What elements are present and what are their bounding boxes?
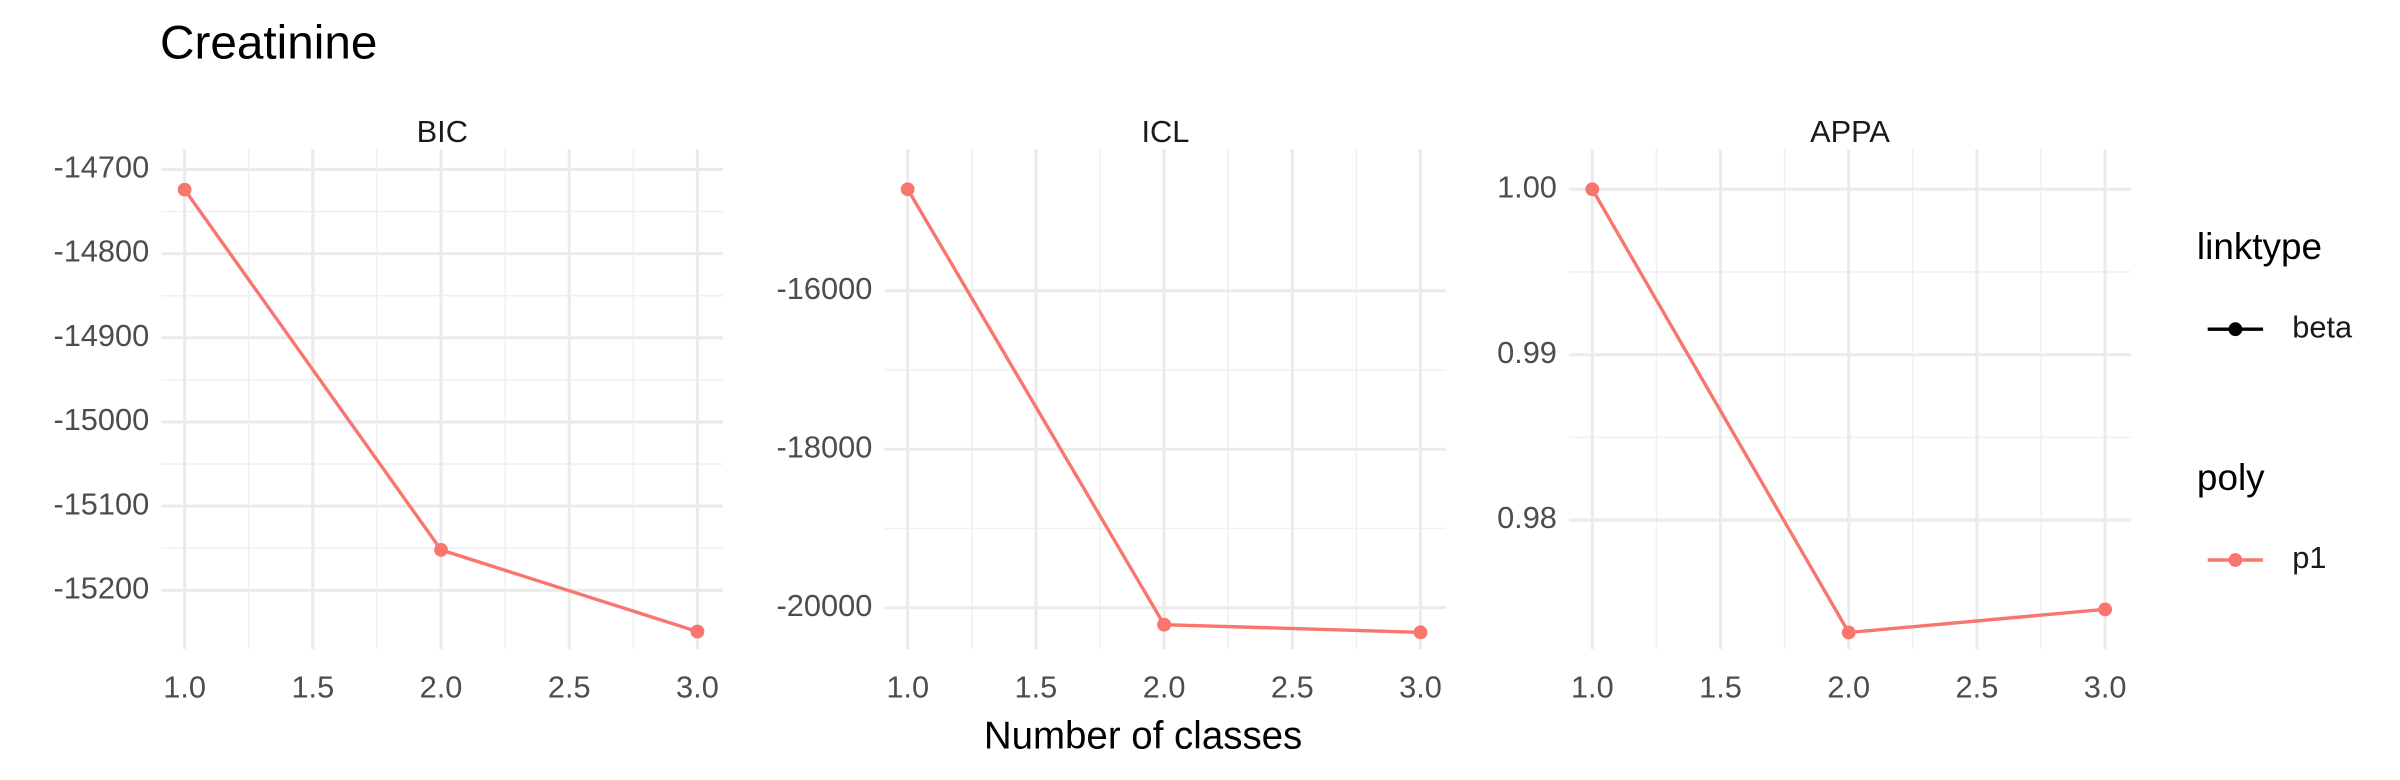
y-tick-label: -14900 [53,318,149,353]
legend-label: beta [2292,309,2353,344]
x-tick-label: 1.5 [1015,669,1058,704]
x-tick-label: 1.0 [1571,669,1614,704]
data-point [690,624,705,639]
legend-title: poly [2197,457,2265,498]
x-tick-label: 1.5 [291,669,334,704]
y-tick-label: -14700 [53,150,149,185]
legend-key-point [2228,322,2243,337]
facet-title: APPA [1810,114,1890,149]
y-tick-label: -16000 [777,271,873,306]
y-tick-label: -15000 [53,402,149,437]
x-tick-label: 1.0 [163,669,206,704]
x-tick-label: 3.0 [676,669,719,704]
x-tick-label: 3.0 [2084,669,2127,704]
y-tick-label: -18000 [777,429,873,464]
x-tick-label: 2.5 [1271,669,1314,704]
facet-title: ICL [1141,114,1189,149]
facet-title: BIC [417,114,468,149]
data-point [1413,625,1428,640]
y-tick-label: -15100 [53,486,149,521]
x-tick-label: 2.0 [1827,669,1870,704]
y-tick-label: -20000 [777,588,873,623]
y-tick-label: -15200 [53,570,149,605]
data-point [1157,617,1172,632]
data-point [177,182,192,197]
x-axis-label: Number of classes [984,715,1302,758]
x-tick-label: 1.0 [886,669,929,704]
chart-title: Creatinine [160,17,377,70]
data-point [900,182,915,197]
data-point [2098,602,2113,617]
y-tick-label: 0.98 [1497,500,1557,535]
legend-title: linktype [2197,226,2322,267]
y-tick-label: 1.00 [1497,169,1557,204]
x-tick-label: 2.5 [548,669,591,704]
legend-key-point [2228,553,2243,567]
data-point [1841,625,1856,640]
legend-label: p1 [2292,540,2326,575]
y-tick-label: 0.99 [1497,335,1557,370]
x-tick-label: 2.5 [1956,669,1999,704]
y-tick-label: -14800 [53,234,149,269]
x-tick-label: 2.0 [420,669,463,704]
x-tick-label: 3.0 [1399,669,1442,704]
x-tick-label: 2.0 [1143,669,1186,704]
x-tick-label: 1.5 [1699,669,1742,704]
data-point [1585,182,1600,197]
data-point [434,542,448,557]
